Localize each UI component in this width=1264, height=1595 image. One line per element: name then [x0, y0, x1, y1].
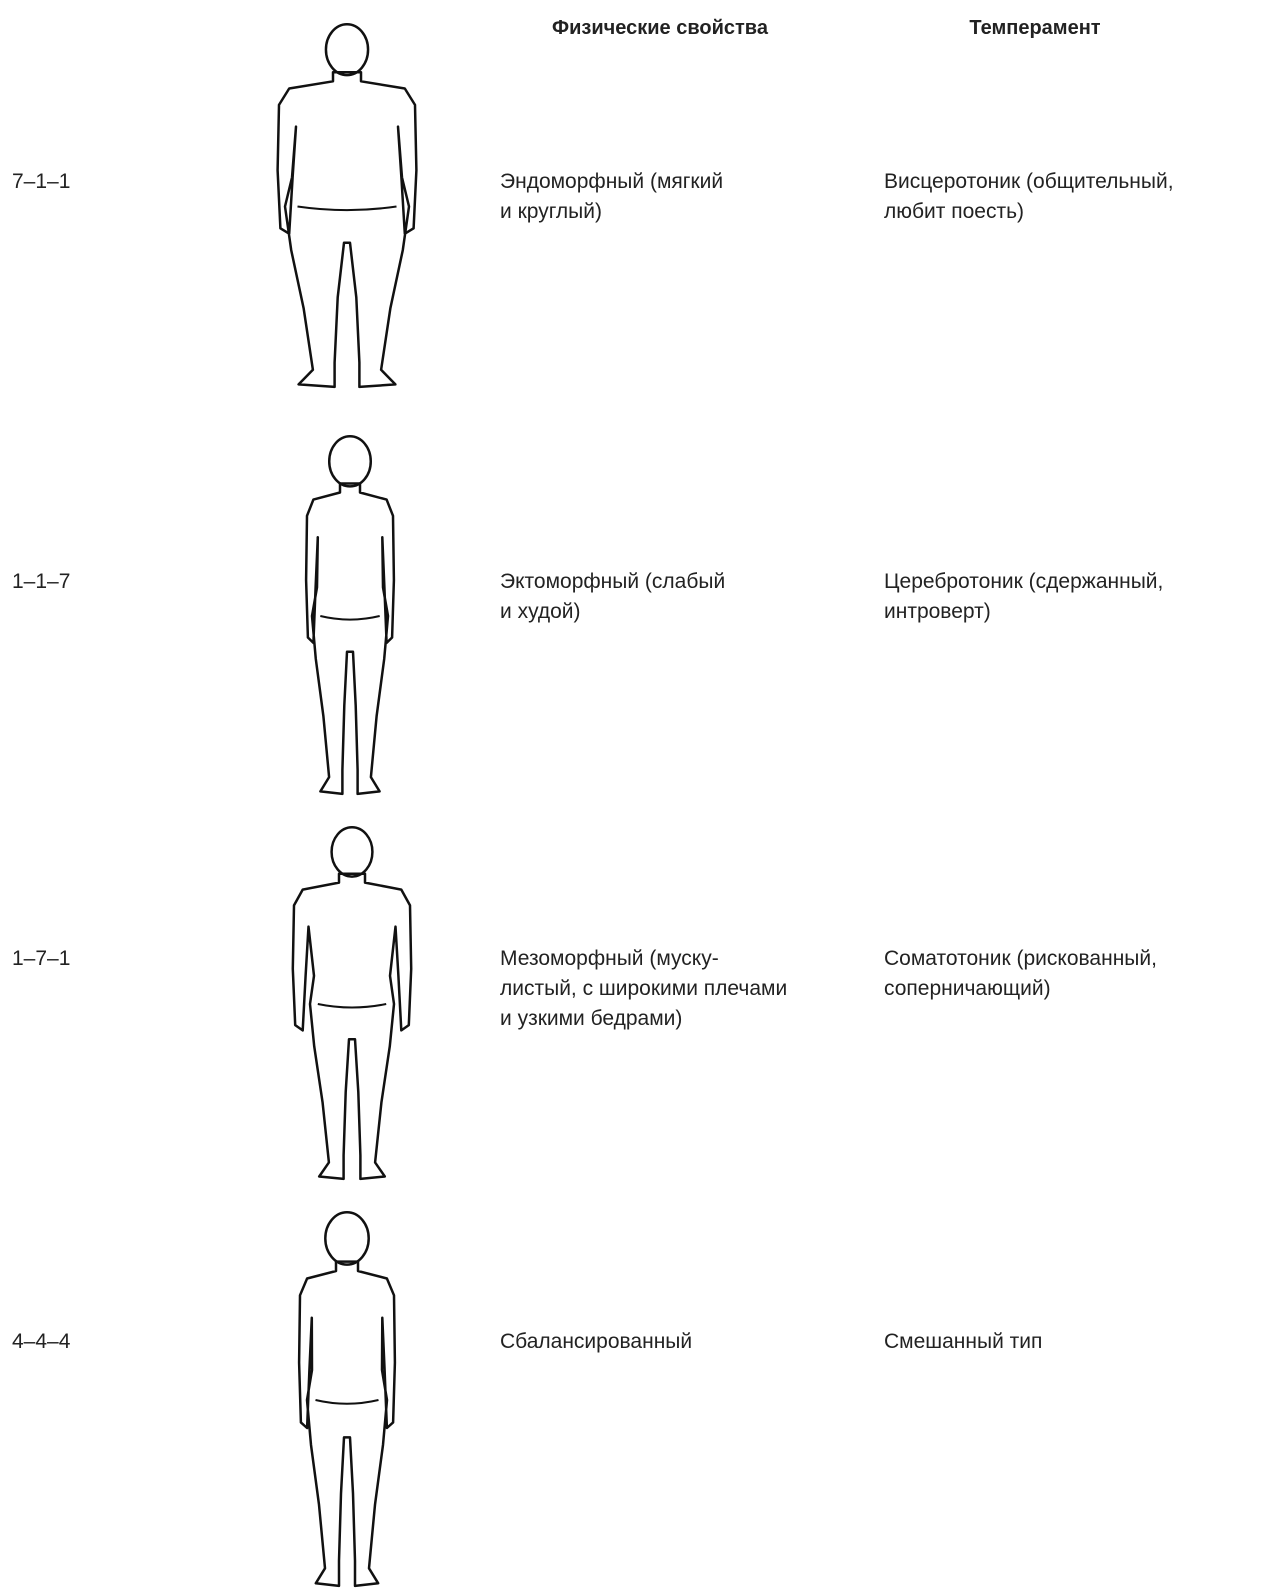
figure-head: [327, 435, 373, 488]
figure-body: [276, 70, 418, 389]
temperament-description: Висцеротоник (общительный,: [884, 170, 1174, 193]
physical-description: и круглый): [500, 200, 602, 223]
row-code: 1–1–7: [12, 570, 70, 593]
temperament-description: Соматотоник (рискованный,: [884, 947, 1157, 970]
physical-description: Сбалансированный: [500, 1330, 692, 1353]
physical-description: и узкими бедрами): [500, 1007, 682, 1030]
row-code: 1–7–1: [12, 947, 70, 970]
temperament-description: соперничающий): [884, 977, 1051, 1000]
physical-description: Эктоморфный (слабый: [500, 570, 725, 593]
figure-head: [324, 23, 370, 77]
column-header: Темперамент: [969, 17, 1100, 39]
row-code: 7–1–1: [12, 170, 70, 193]
figure-detail: [315, 1399, 379, 1405]
column-header: Физические свойства: [552, 17, 769, 39]
row-code: 4–4–4: [12, 1330, 71, 1353]
physical-description: Эндоморфный (мягкий: [500, 170, 723, 193]
temperament-description: Смешанный тип: [884, 1330, 1042, 1353]
physical-description: и худой): [500, 600, 581, 623]
figure-detail: [317, 1003, 387, 1009]
figure-body: [297, 1260, 397, 1588]
physical-description: листый, с широкими плечами: [500, 977, 787, 1000]
figure-body: [291, 872, 413, 1181]
figure-detail: [297, 205, 397, 212]
figure-head: [324, 1211, 370, 1266]
physical-description: Мезоморфный (муску-: [500, 947, 719, 970]
temperament-description: интроверт): [884, 600, 991, 623]
figure-detail: [320, 615, 380, 621]
temperament-description: любит поесть): [884, 200, 1024, 223]
temperament-description: Церебротоник (сдержанный,: [884, 570, 1163, 593]
figure-head: [330, 826, 374, 878]
figure-body: [304, 482, 396, 796]
